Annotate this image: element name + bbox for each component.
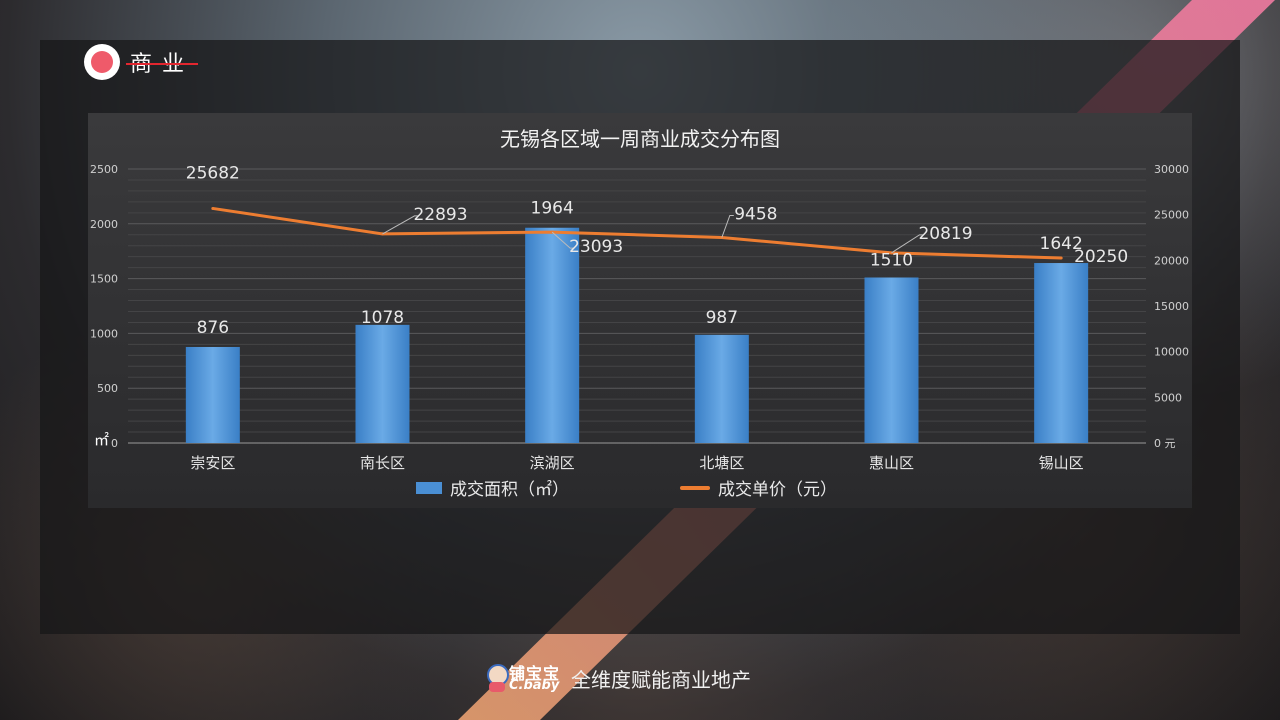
record-icon [84,44,120,80]
legend: 成交面积（㎡） 成交单价（元） [88,475,1192,500]
leader-line-1 [382,215,419,235]
x-tick-0: 崇安区 [190,454,235,472]
bar-label-0: 876 [197,318,229,338]
brand-logo: 铺宝宝 C.baby [483,660,563,696]
bar-3 [694,334,749,443]
bar-1 [355,324,410,443]
bar-label-4: 1510 [870,251,913,271]
price-point-5 [1059,256,1063,260]
x-tick-1: 南长区 [360,454,405,472]
line-label-3: 9458 [734,205,777,225]
price-point-0 [211,206,215,210]
bar-0 [185,346,240,443]
legend-line-swatch [680,485,710,490]
line-label-4: 20819 [918,224,972,244]
chart-container: 无锡各区域一周商业成交分布图 0 500 1000 1500 2000 2500 0 元 50… [88,113,1192,508]
bar-label-3: 987 [706,308,738,328]
y-left-tick: 2000 [90,218,118,231]
legend-label-area: 成交面积（㎡） [450,480,569,500]
x-tick-4: 惠山区 [869,454,914,472]
y-left-tick: 1000 [90,327,118,340]
bar-label-5: 1642 [1040,234,1083,254]
leader-line-4 [891,234,924,254]
y-right-tick: 20000 [1154,254,1189,267]
footer: 铺宝宝 C.baby 全维度赋能商业地产 [483,660,751,696]
y-left-unit: ㎡ [94,431,109,449]
y-right-tick: 5000 [1154,391,1182,404]
x-tick-5: 锡山区 [1039,454,1084,472]
price-line [212,206,1062,260]
section-header: 商业 [84,44,199,80]
x-tick-3: 北塘区 [699,454,744,472]
chart-title: 无锡各区域一周商业成交分布图 [500,127,780,151]
y-right-tick: 10000 [1154,346,1189,359]
y-right-tick: 0 元 [1154,437,1176,450]
y-left-tick: 2500 [90,163,118,176]
section-title: 商业 [125,46,199,78]
legend-bar-swatch [416,481,442,494]
legend-item-area: 成交面积（㎡） [416,475,569,500]
leader-line-2 [551,231,575,249]
line-label-1: 22893 [413,205,467,225]
bar-label-2: 1964 [531,199,574,219]
y-right-tick: 25000 [1154,209,1189,222]
legend-label-price: 成交单价（元） [718,480,837,500]
line-label-0: 25682 [186,163,240,183]
line-label-5: 20250 [1074,247,1128,267]
y-left-tick: 0 [111,437,118,450]
y-left-tick: 500 [97,382,118,395]
bar-5 [1034,263,1089,443]
y-right-tick: 30000 [1154,163,1189,176]
leader-line-3 [721,215,734,238]
y-left-tick: 1500 [90,273,118,286]
footer-tagline: 全维度赋能商业地产 [571,667,751,692]
combo-chart: 0 500 1000 1500 2000 2500 0 元 5000 10000 15000 200… [90,163,1189,472]
y-right-tick: 15000 [1154,300,1189,313]
bar-2 [525,227,580,443]
x-tick-2: 滨湖区 [530,454,575,472]
bar-label-1: 1078 [361,308,404,328]
bar-4 [864,277,919,443]
line-label-2: 23093 [569,237,623,257]
legend-item-price: 成交单价（元） [680,475,837,500]
